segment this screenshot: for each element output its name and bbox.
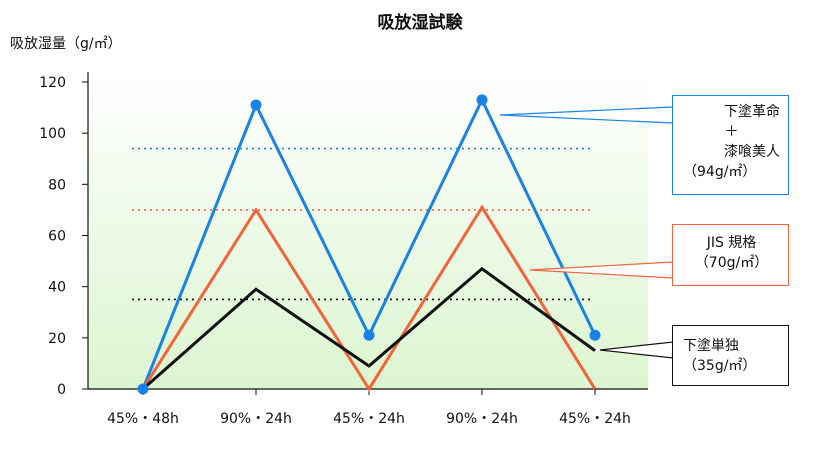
x-tick-label: 45%・24h [559,411,631,427]
chart-title: 吸放湿試験 [378,12,464,33]
series-line-black [142,266,596,391]
y-tick-label: 20 [48,331,66,347]
callout-line: （94g/㎡） [683,164,757,180]
y-tick-label: 100 [39,126,66,142]
callout-line: JIS 規格 [706,235,757,251]
y-tick-label: 120 [39,75,66,91]
data-point-blue [589,329,601,341]
y-tick-label: 40 [48,280,66,296]
data-point-blue [137,383,149,395]
x-tick-label: 45%・48h [107,411,179,427]
y-tick-label: 0 [57,382,66,398]
callout-line: 漆喰美人 [724,144,780,160]
y-tick-label: 80 [48,177,66,193]
callout-blue: 下塗革命 ＋ 漆喰美人 （94g/㎡） [672,95,789,195]
callout-line: （70g/㎡） [694,255,769,271]
data-point-blue [250,99,262,111]
callout-line: 下塗革命 [724,104,780,120]
series-line-orange [141,204,597,392]
y-axis-label: 吸放湿量（g/㎡） [10,36,122,52]
x-tick-label: 90%・24h [446,411,518,427]
callout-line: （35g/㎡） [683,358,757,374]
callout-line: 下塗単独 [683,338,739,354]
callout-orange: JIS 規格 （70g/㎡） [672,224,789,286]
data-point-blue [476,94,488,106]
y-tick-label: 60 [48,229,66,245]
x-tick-label: 90%・24h [220,411,292,427]
callout-line: ＋ [724,124,739,140]
data-point-blue [363,329,375,341]
callout-black: 下塗単独 （35g/㎡） [672,325,789,386]
x-tick-label: 45%・24h [333,411,405,427]
